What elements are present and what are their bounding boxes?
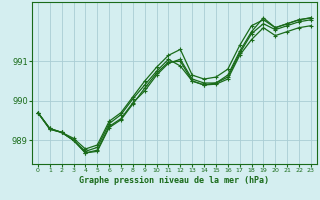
X-axis label: Graphe pression niveau de la mer (hPa): Graphe pression niveau de la mer (hPa) <box>79 176 269 185</box>
